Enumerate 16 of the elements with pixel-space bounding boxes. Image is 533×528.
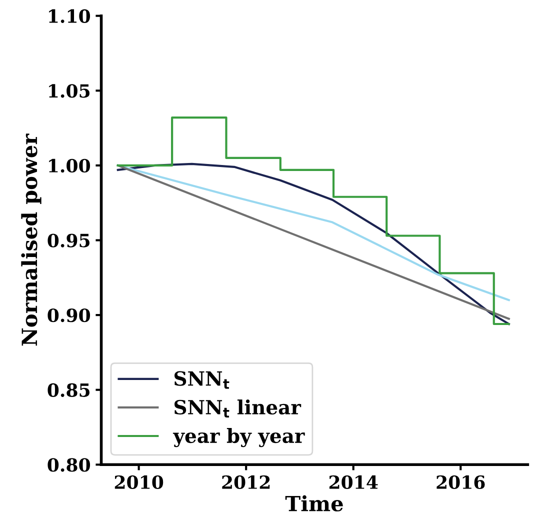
legend-label: SNN$_{t}$ linear — [174, 400, 302, 418]
x-tick-label: 2012 — [222, 475, 270, 490]
y-tick-label: 0.80 — [48, 458, 90, 472]
y-tick-label: 1.10 — [49, 9, 90, 23]
legend-label: year by year — [172, 428, 305, 448]
y-tick-label: 0.95 — [48, 234, 90, 248]
x-tick-label: 2010 — [114, 475, 164, 490]
x-tick-label: 2014 — [329, 475, 378, 490]
x-tick-label: 2016 — [436, 475, 485, 490]
y-tick-label: 1.00 — [49, 158, 90, 173]
y-tick-label: 0.90 — [48, 308, 90, 322]
x-axis-title: Time — [285, 495, 343, 512]
y-tick-label: 0.85 — [48, 383, 90, 397]
y-tick-label: 1.05 — [49, 84, 90, 98]
legend-label: SNN$_{t}$ — [174, 371, 230, 389]
y-axis-title: Normalised power — [21, 134, 42, 346]
